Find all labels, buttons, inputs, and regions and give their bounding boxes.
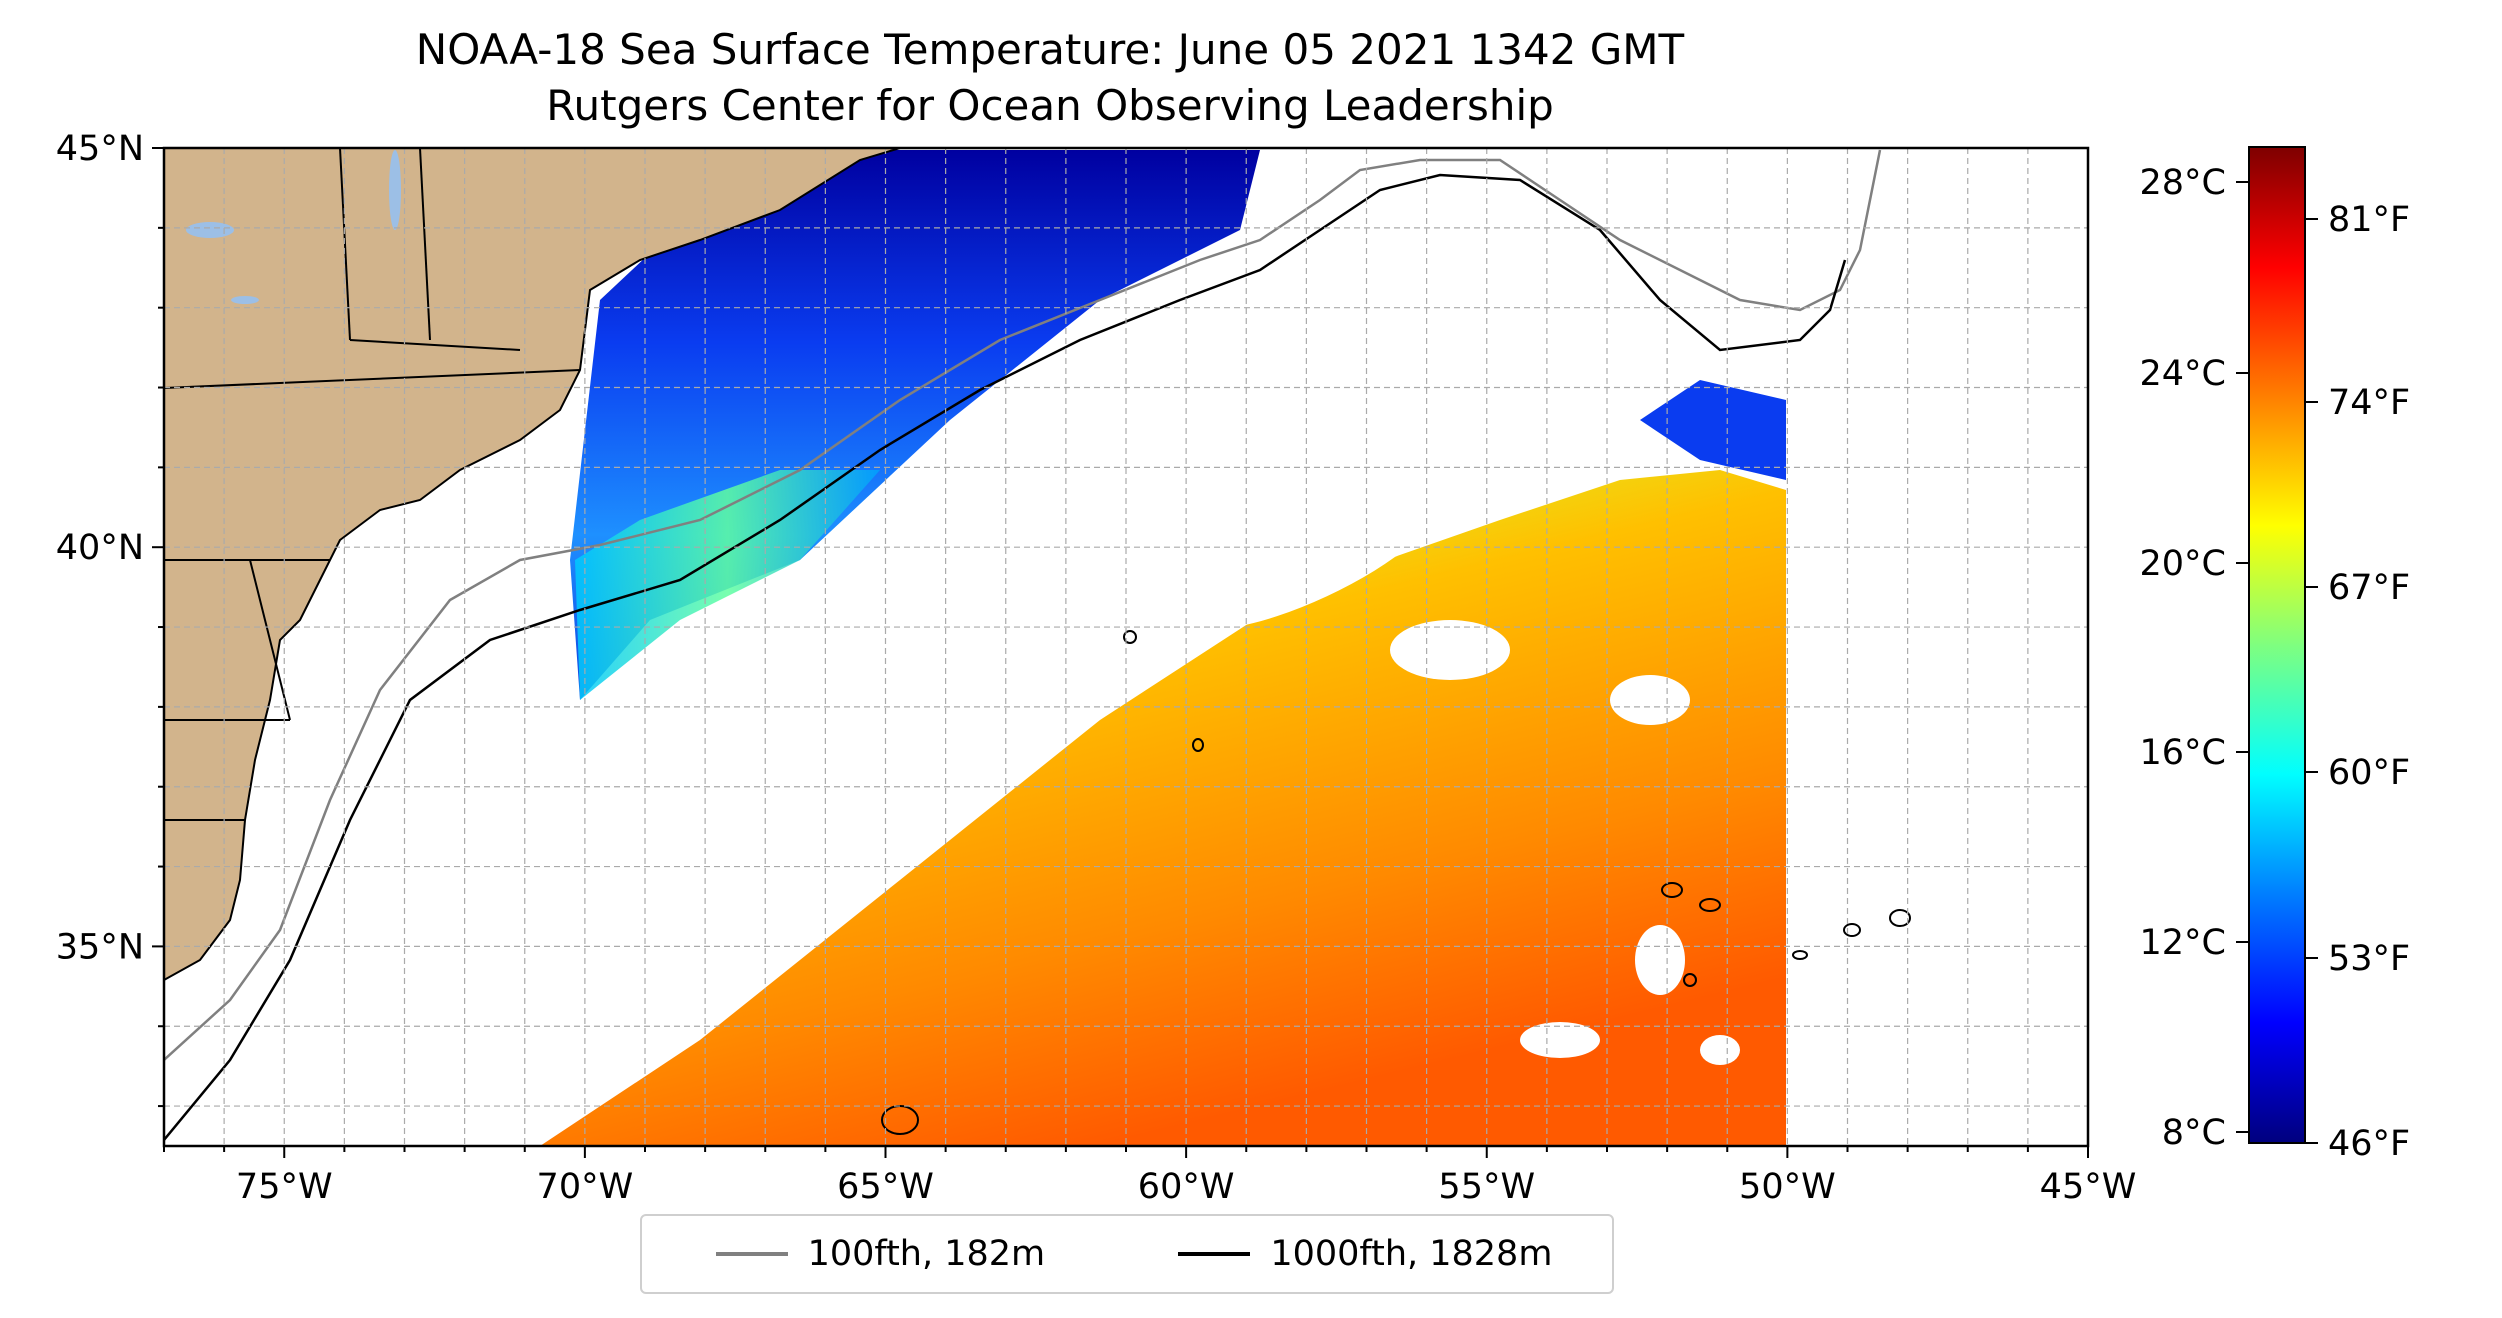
axes: 75°W 70°W 65°W 60°W 55°W 50°W 45°W 45°N 40°N 35°N	[56, 129, 2137, 1207]
colorbar-axes: 28°C 24°C 20°C 16°C 12°C 8°C 81°F 74°F 67°F 60°F 5…	[2140, 163, 2411, 1164]
lon-tick-label: 55°W	[1438, 1167, 1535, 1207]
colorbar-c-label: 24°C	[2140, 354, 2226, 394]
colorbar-c-label: 20°C	[2140, 544, 2226, 584]
isobath-1000fth	[164, 173, 1847, 1141]
state-borders	[164, 148, 581, 821]
gridlines	[163, 147, 2089, 1146]
lon-tick-label: 45°W	[2040, 1167, 2137, 1207]
map-title: NOAA-18 Sea Surface Temperature: June 05…	[415, 25, 1685, 74]
colorbar-c-label: 8°C	[2162, 1113, 2226, 1153]
isobath-100fth	[164, 149, 1882, 1061]
lat-tick-label: 35°N	[56, 927, 144, 967]
lat-tick-label: 40°N	[56, 528, 144, 568]
colorbar-f-label: 53°F	[2328, 939, 2410, 979]
lakes	[186, 150, 401, 304]
legend-swatch-1000fth	[1178, 1252, 1251, 1256]
lat-tick-label: 45°N	[56, 129, 144, 169]
colorbar-f-label: 67°F	[2328, 568, 2410, 608]
colorbar	[2248, 146, 2306, 1144]
legend: 100fth, 182m 1000fth, 1828m	[640, 1214, 1614, 1294]
colorbar-c-label: 16°C	[2140, 733, 2226, 773]
colorbar-c-label: 12°C	[2140, 923, 2226, 963]
lon-tick-label: 50°W	[1739, 1167, 1836, 1207]
lon-tick-label: 70°W	[537, 1167, 634, 1207]
legend-label-1000fth: 1000fth, 1828m	[1270, 1234, 1553, 1274]
legend-label-100fth: 100fth, 182m	[807, 1234, 1046, 1274]
colorbar-f-label: 74°F	[2328, 383, 2410, 423]
legend-swatch-100fth	[715, 1252, 788, 1256]
legend-item-100fth: 100fth, 182m	[702, 1234, 1046, 1274]
colorbar-c-label: 28°C	[2140, 163, 2226, 203]
cloud-gaps	[1181, 490, 1740, 1065]
legend-item-1000fth: 1000fth, 1828m	[1164, 1234, 1552, 1274]
lon-tick-label: 65°W	[837, 1167, 934, 1207]
lon-tick-label: 75°W	[236, 1167, 333, 1207]
land-east-coast	[164, 148, 901, 982]
colorbar-f-label: 46°F	[2328, 1124, 2410, 1164]
map-subtitle: Rutgers Center for Ocean Observing Leade…	[546, 81, 1554, 130]
colorbar-f-label: 60°F	[2328, 753, 2410, 793]
lon-tick-label: 60°W	[1138, 1167, 1235, 1207]
sst-newfoundland-patch	[1640, 380, 1786, 480]
colorbar-f-label: 81°F	[2328, 200, 2410, 240]
sst-slope-band	[575, 470, 880, 700]
